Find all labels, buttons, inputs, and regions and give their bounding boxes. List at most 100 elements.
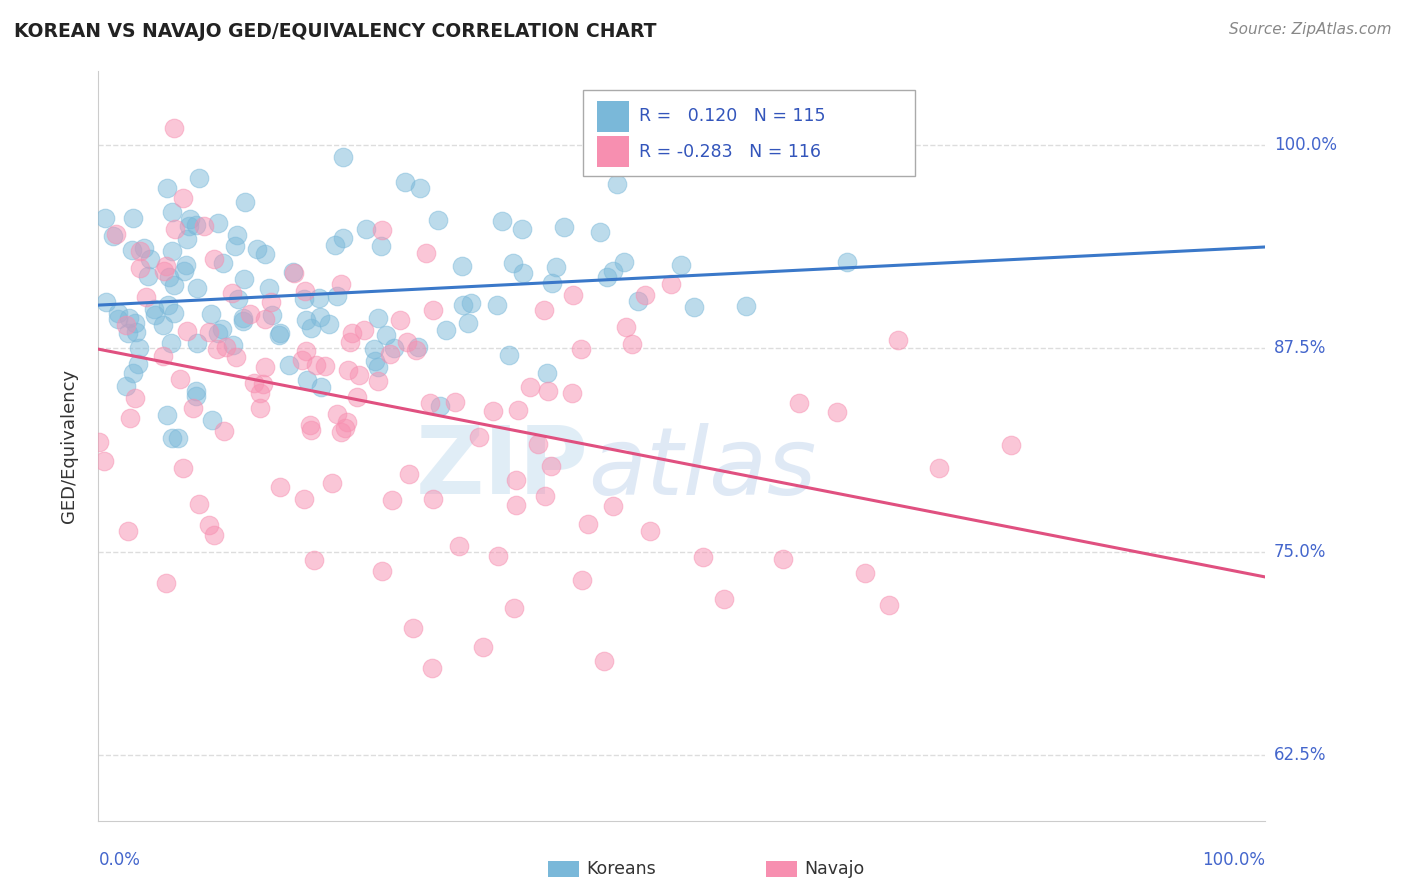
Point — [177, 219, 200, 233]
Point — [205, 342, 228, 356]
Point — [333, 420, 356, 434]
Point — [323, 238, 346, 252]
Point — [613, 254, 636, 268]
Point — [184, 384, 207, 399]
Point — [152, 318, 174, 332]
Text: KOREAN VS NAVAJO GED/EQUIVALENCY CORRELATION CHART: KOREAN VS NAVAJO GED/EQUIVALENCY CORRELA… — [14, 22, 657, 41]
Point — [370, 564, 392, 578]
Point — [94, 211, 117, 226]
Point — [569, 342, 592, 356]
Point — [176, 258, 198, 272]
Point — [928, 461, 950, 475]
Point — [602, 500, 624, 514]
Point — [713, 592, 735, 607]
Point — [332, 231, 354, 245]
Point — [254, 311, 277, 326]
Point — [246, 242, 269, 256]
Point — [735, 299, 758, 313]
Point — [225, 350, 247, 364]
Point — [367, 374, 389, 388]
Point — [299, 423, 322, 437]
Point — [451, 298, 474, 312]
Point — [129, 244, 152, 259]
Point — [179, 211, 201, 226]
Point — [262, 308, 284, 322]
Point — [156, 408, 179, 422]
Point — [502, 256, 524, 270]
Point — [544, 260, 567, 274]
Point — [101, 229, 124, 244]
Point — [534, 489, 557, 503]
Point — [301, 320, 323, 334]
Point — [510, 222, 533, 236]
Point — [468, 430, 491, 444]
Point — [308, 310, 330, 324]
Point — [200, 307, 222, 321]
Point — [536, 366, 558, 380]
Point — [367, 359, 389, 374]
Point — [541, 277, 564, 291]
Point — [135, 290, 157, 304]
Point — [152, 349, 174, 363]
Point — [184, 218, 207, 232]
Point — [163, 277, 186, 292]
Point — [325, 289, 347, 303]
Point — [837, 255, 859, 269]
Point — [211, 322, 233, 336]
Point — [419, 395, 441, 409]
Point — [434, 322, 457, 336]
Point — [269, 328, 291, 343]
Point — [160, 205, 183, 219]
Point — [409, 180, 432, 194]
Point — [239, 306, 262, 320]
Point — [363, 343, 385, 357]
Point — [506, 403, 529, 417]
Point — [283, 265, 305, 279]
Point — [429, 399, 451, 413]
Text: 100.0%: 100.0% — [1274, 136, 1337, 153]
Point — [370, 239, 392, 253]
Point — [614, 320, 637, 334]
Point — [561, 386, 583, 401]
Point — [136, 269, 159, 284]
Point — [291, 352, 314, 367]
Point — [254, 360, 277, 375]
Point — [224, 239, 246, 253]
Point — [349, 368, 371, 383]
Point — [371, 223, 394, 237]
Point — [498, 348, 520, 362]
Point — [420, 661, 443, 675]
Point — [394, 175, 416, 189]
Point — [162, 431, 184, 445]
Point — [621, 337, 644, 351]
FancyBboxPatch shape — [596, 101, 630, 132]
Point — [242, 376, 264, 390]
Text: 75.0%: 75.0% — [1274, 543, 1326, 561]
Point — [346, 390, 368, 404]
Point — [308, 291, 330, 305]
Point — [204, 252, 226, 266]
Point — [340, 326, 363, 340]
Point — [661, 277, 683, 292]
Point — [212, 425, 235, 439]
Point — [249, 401, 271, 416]
Point — [129, 260, 152, 275]
Point — [505, 499, 527, 513]
Point — [226, 292, 249, 306]
Point — [172, 191, 194, 205]
Text: Navajo: Navajo — [804, 860, 865, 878]
Point — [115, 318, 138, 333]
Point — [162, 121, 184, 136]
Point — [198, 325, 221, 339]
Point — [772, 551, 794, 566]
Point — [853, 566, 876, 581]
Point — [139, 252, 162, 266]
Point — [314, 359, 336, 373]
Point — [186, 281, 208, 295]
Point — [540, 458, 562, 473]
Text: 62.5%: 62.5% — [1274, 747, 1326, 764]
Point — [188, 497, 211, 511]
Point — [186, 389, 208, 403]
Point — [332, 150, 354, 164]
Point — [683, 300, 706, 314]
